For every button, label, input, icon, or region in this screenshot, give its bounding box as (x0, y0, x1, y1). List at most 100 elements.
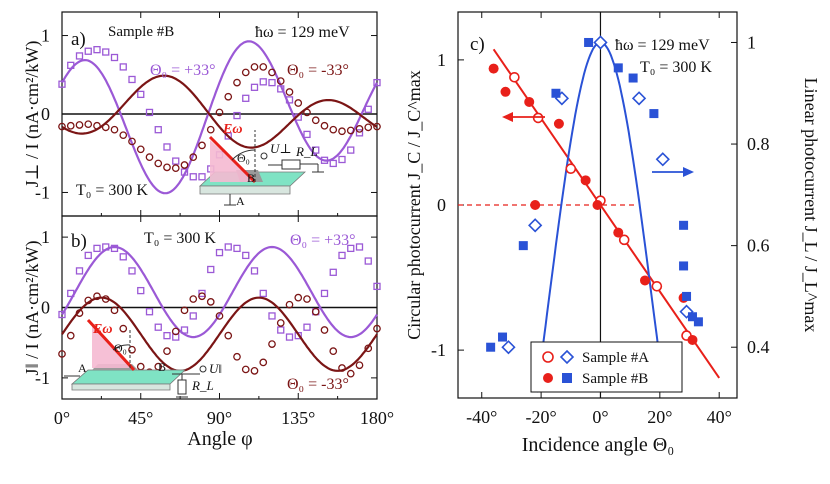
data-point (303, 295, 311, 303)
y-tick-label-right: 0.4 (747, 337, 770, 357)
data-point (364, 105, 372, 113)
data-point (355, 243, 364, 251)
terminal-icon (199, 365, 207, 373)
inset-b-field: Eω (92, 322, 112, 337)
data-point (532, 112, 544, 124)
data-point (180, 168, 189, 176)
data-point (364, 257, 372, 265)
data-point (285, 300, 294, 309)
data-point (338, 364, 346, 372)
data-point (250, 267, 259, 275)
data-point (551, 88, 561, 98)
data-point (500, 86, 511, 97)
inset-b-contact-a: A (78, 361, 87, 375)
data-point (110, 244, 119, 253)
data-point (93, 121, 101, 130)
y-tick-label: 1 (41, 26, 50, 46)
data-point (84, 120, 93, 129)
panel-a-series-pos-label: Θ₀ = +33° (150, 62, 216, 79)
data-point (233, 244, 241, 253)
data-point (338, 155, 346, 164)
data-point (268, 78, 276, 87)
data-point (58, 122, 66, 131)
circular-arrowhead-icon (502, 112, 513, 122)
legend-sample-a: Sample #A (582, 350, 649, 366)
data-point (276, 319, 285, 327)
legend-open-diamond-icon (559, 349, 575, 365)
data-point (509, 72, 520, 83)
data-point (528, 218, 543, 233)
y-tick-label: 0 (41, 104, 50, 124)
data-point (242, 94, 250, 102)
data-point (215, 108, 224, 117)
data-point (268, 312, 276, 320)
panel-b-inset: Eω Θ₀ U‖ R_L A B (64, 318, 222, 398)
data-point (242, 251, 250, 260)
data-point (66, 331, 75, 340)
data-point (145, 153, 154, 162)
inset-a-angle: Θ₀ (237, 151, 250, 165)
inset-b-contact-b: B (158, 360, 166, 374)
terminal-icon (260, 152, 268, 160)
x-tick-label: -20° (526, 407, 557, 427)
angle-arc (231, 149, 256, 161)
data-point (58, 80, 66, 88)
data-point (565, 163, 577, 175)
sample-plate-edge (71, 383, 171, 391)
data-point (119, 63, 127, 71)
panel-a-series-neg-label: Θ₀ = -33° (287, 62, 349, 79)
data-point (320, 289, 329, 298)
data-point (67, 289, 75, 298)
panel-c-temperature: T₀ = 300 K (640, 59, 712, 76)
data-point (329, 347, 338, 355)
legend-box (530, 341, 683, 393)
inset-a-resistor: R_L (295, 144, 318, 159)
data-point (180, 161, 189, 169)
data-point (613, 63, 623, 73)
data-point (84, 47, 92, 55)
data-point (198, 289, 206, 298)
data-point (163, 143, 171, 151)
y-tick-label: -1 (35, 182, 50, 202)
data-point (154, 126, 162, 134)
data-point (189, 312, 197, 320)
data-point (651, 280, 663, 292)
sample-plate (70, 369, 187, 385)
data-point (355, 125, 364, 133)
data-point (311, 307, 320, 316)
data-point (268, 68, 276, 77)
data-point (172, 157, 180, 165)
data-point (93, 292, 101, 301)
data-point (486, 342, 496, 352)
sample-plate-edge (199, 185, 291, 195)
data-point (285, 88, 294, 96)
data-point (250, 63, 259, 71)
panel-b-temperature: T₀ = 300 K (144, 230, 216, 247)
fit-curve (61, 74, 378, 149)
data-point (294, 293, 303, 302)
data-point (373, 282, 381, 291)
y-tick-label-right: 0.8 (747, 134, 770, 154)
x-tick-label: -40° (466, 407, 497, 427)
data-point (613, 227, 624, 238)
data-point (198, 173, 206, 181)
panel-a-inset: Eω Θ₀ U⊥ R_L B A (198, 122, 324, 208)
data-point (93, 46, 101, 54)
data-point (206, 125, 215, 134)
data-point (553, 118, 564, 129)
x-tick-label: 0° (54, 408, 70, 428)
panel-c-xlabel: Incidence angle Θ₀ (522, 434, 674, 456)
fit-curve (61, 40, 378, 195)
data-point (338, 251, 346, 260)
panel-a-label: a) (71, 29, 86, 50)
panel-a-series (58, 40, 381, 195)
data-point (128, 137, 136, 146)
data-point (303, 108, 311, 117)
data-point (136, 145, 145, 154)
data-point (110, 306, 119, 315)
inset-b-angle: Θ₀ (114, 341, 127, 355)
data-point (524, 96, 535, 107)
inset-a-contact-b: B (247, 171, 255, 185)
data-point (224, 243, 232, 251)
data-point (639, 275, 650, 286)
